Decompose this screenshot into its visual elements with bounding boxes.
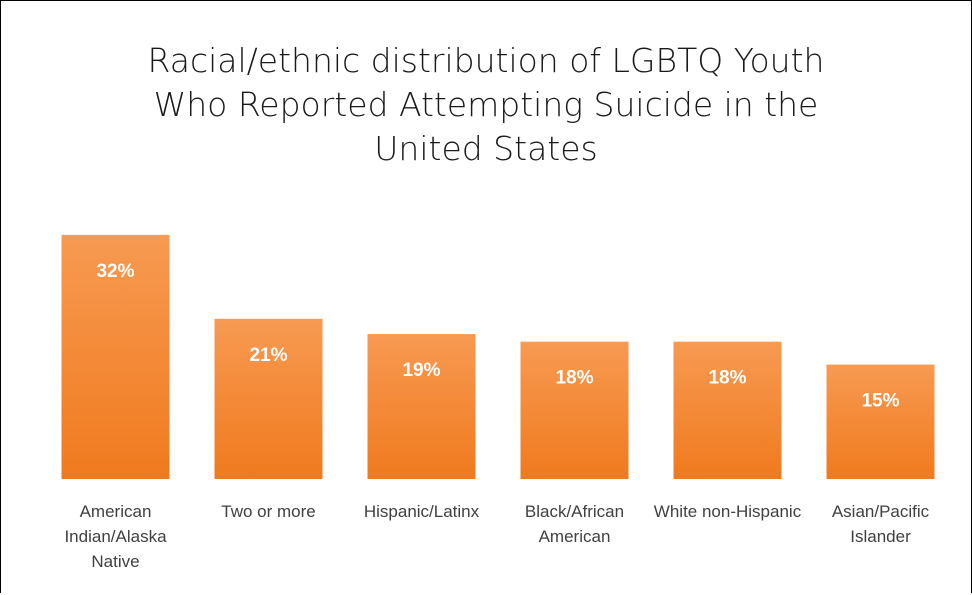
x-tick-label: American Indian/Alaska Native xyxy=(64,502,167,571)
x-tick-label: Hispanic/Latinx xyxy=(363,502,480,521)
value-label: 32% xyxy=(96,261,134,282)
bar xyxy=(826,364,935,479)
value-label: 18% xyxy=(708,368,746,389)
value-label: 19% xyxy=(402,360,440,381)
x-tick-label: Asian/Pacific Islander xyxy=(831,502,930,546)
bar xyxy=(61,234,170,479)
bar xyxy=(367,334,476,479)
value-label: 15% xyxy=(861,391,899,412)
bar xyxy=(673,341,782,479)
x-tick-label: White non-Hispanic xyxy=(653,502,802,521)
chart-title: Racial/ethnic distribution of LGBTQ Yout… xyxy=(147,41,825,168)
bar xyxy=(214,318,323,479)
x-tick-label: Two or more xyxy=(221,502,316,521)
value-label: 18% xyxy=(555,368,593,389)
bar xyxy=(520,341,629,479)
x-tick-label: Black/African American xyxy=(524,502,625,546)
value-label: 21% xyxy=(249,345,287,366)
